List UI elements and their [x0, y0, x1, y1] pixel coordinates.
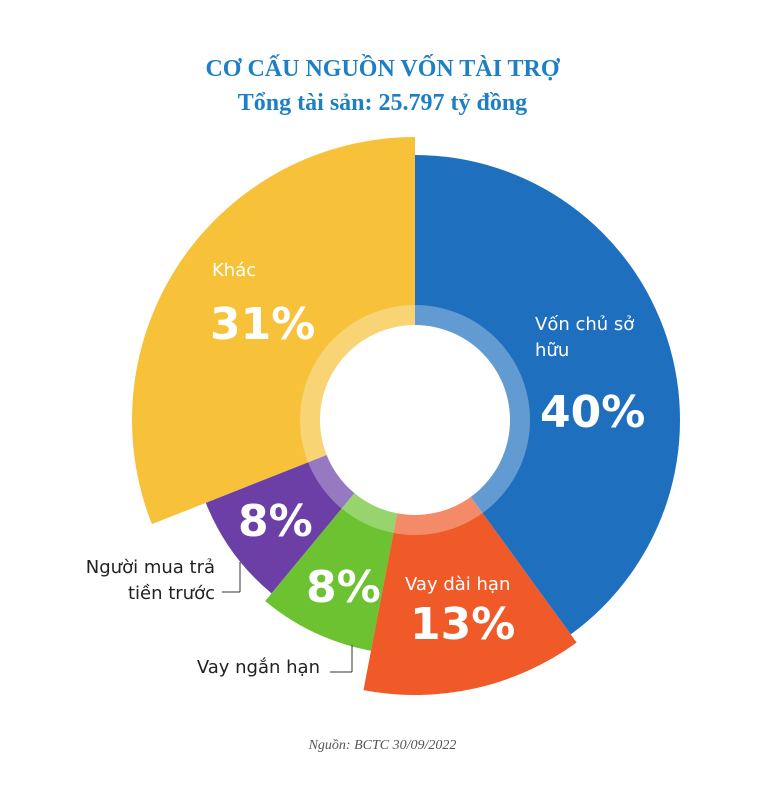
chart-title: CƠ CẤU NGUỒN VỐN TÀI TRỢ — [205, 56, 560, 82]
value-label: 13% — [410, 599, 516, 650]
donut-hole — [320, 325, 510, 515]
pie-slice — [415, 155, 681, 635]
chart-subtitle: Tổng tài sản: 25.797 tỷ đồng — [237, 90, 528, 116]
value-label: 31% — [210, 299, 316, 350]
category-label: Vay ngắn hạn — [196, 657, 320, 678]
value-label: 8% — [238, 496, 313, 547]
value-label: 40% — [540, 387, 646, 438]
source-note: Nguồn: BCTC 30/09/2022 — [308, 738, 457, 753]
category-label: Người mua trả tiền trước — [85, 557, 215, 604]
category-label: Vốn chủ sở hữu — [535, 314, 635, 361]
category-label: Khác — [212, 260, 257, 281]
value-label: 8% — [306, 562, 381, 613]
category-label: Vay dài hạn — [405, 574, 511, 595]
